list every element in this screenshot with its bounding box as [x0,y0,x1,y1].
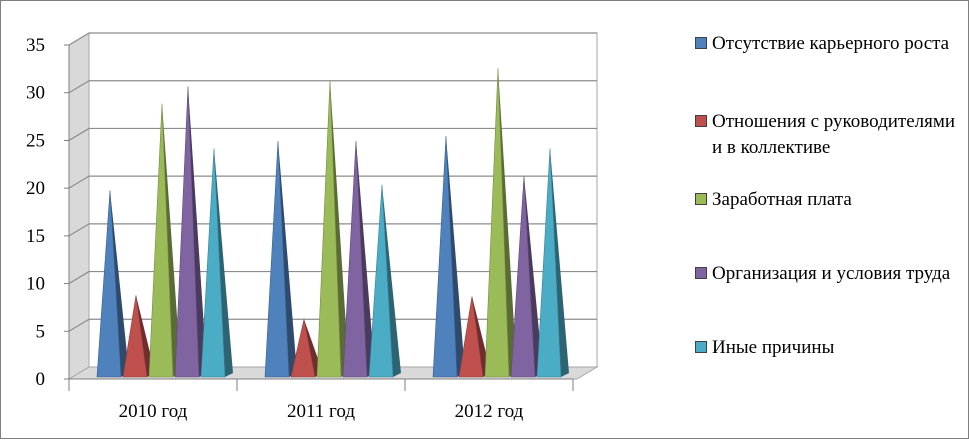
pyramid-side-face [330,80,349,377]
pyramid-front-face [484,68,510,378]
pyramid-side-face [188,86,207,377]
x-category-label: 2011 год [287,401,355,422]
pyramid-side-face [446,136,465,377]
pyramid-bar [368,184,401,378]
pyramid-side-face [214,148,233,377]
legend-label: Организация и условия труда [712,263,951,284]
y-tick-label: 15 [26,226,45,247]
pyramid-front-face [122,295,148,378]
y-tick-label: 35 [26,35,45,56]
pyramid-side-face [550,148,569,377]
x-category-label: 2012 год [455,401,524,422]
y-tick-label: 20 [26,178,45,199]
pyramid-front-face [96,190,122,378]
gridline-side [68,175,90,189]
pyramid-bar [264,140,297,378]
gridline-side [68,271,90,285]
pyramid-front-face [290,319,316,378]
side-wall [68,32,90,380]
pyramid-front-face [432,136,458,378]
pyramid-side-face [382,184,401,377]
pyramid-front-face [316,80,342,378]
legend-label: Отношения с руководителями и в коллектив… [712,111,956,158]
pyramid-front-face [264,140,290,378]
y-tick-label: 10 [26,274,45,295]
pyramid-front-face [148,103,174,378]
y-tick-label: 25 [26,130,45,151]
pyramid-side-face [278,140,297,377]
legend-swatch [695,37,707,49]
legend-item: Организация и условия труда [695,261,957,287]
gridline-side [68,223,90,237]
gridline-side [68,32,90,46]
pyramid-front-face [458,296,484,378]
y-tick-label: 5 [36,321,46,342]
legend-swatch [695,115,707,127]
legend-item: Заработная плата [695,187,957,213]
pyramid-bar [432,136,465,378]
pyramid-bar [148,103,181,378]
pyramid-bar [316,80,349,378]
pyramid-side-face [524,176,543,377]
pyramid-side-face [356,140,375,377]
pyramid-side-face [162,103,181,378]
legend-item: Отсутствие карьерного роста [695,31,957,57]
pyramid-front-face [200,148,226,378]
legend-item: Отношения с руководителями и в коллектив… [695,109,957,161]
pyramid-front-face [342,140,368,378]
pyramid-side-face [498,68,517,378]
pyramid-front-face [510,176,536,378]
legend-label: Иные причины [712,337,835,358]
pyramid-front-face [368,184,394,378]
pyramid-bar [484,68,517,378]
legend-item: Иные причины [695,335,957,361]
legend-label: Отсутствие карьерного роста [712,33,950,54]
pyramid-bar [174,86,207,378]
pyramid-bar [510,176,543,378]
pyramid-front-face [174,86,200,378]
gridline-side [68,80,90,94]
pyramid-front-face [536,148,562,378]
x-category-label: 2010 год [119,401,188,422]
y-tick-label: 30 [26,83,45,104]
pyramid-bar [342,140,375,378]
legend-label: Заработная плата [712,189,852,210]
pyramid-bar [96,190,129,378]
pyramid-bar [536,148,569,378]
pyramid-side-face [110,190,129,377]
legend-swatch [695,193,707,205]
pyramid-bar [200,148,233,378]
legend-swatch [695,341,707,353]
legend-swatch [695,267,707,279]
gridline-side [68,318,90,332]
gridline-side [68,127,90,141]
y-tick-label: 0 [36,369,46,390]
